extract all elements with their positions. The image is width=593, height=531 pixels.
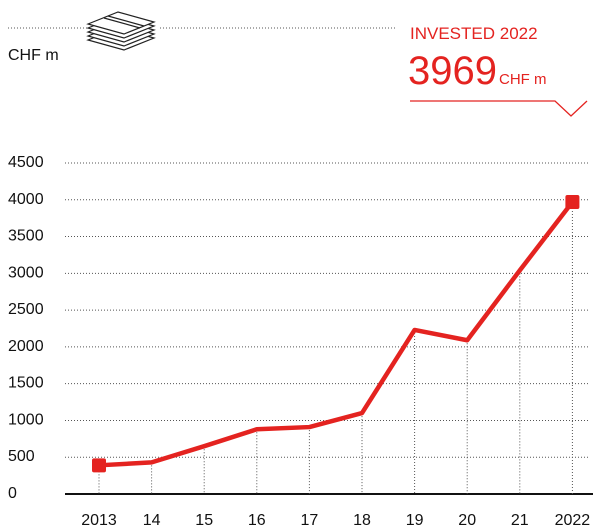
highlight-value: 3969: [408, 49, 497, 93]
x-tick-label: 14: [143, 512, 161, 529]
y-tick-label: 4000: [8, 191, 44, 208]
highlight-rule: [410, 100, 588, 117]
x-tick-label: 21: [511, 512, 529, 529]
x-tick-label: 15: [195, 512, 213, 529]
x-tick-label: 17: [301, 512, 319, 529]
x-tick-label: 18: [353, 512, 371, 529]
end-marker: [565, 195, 580, 210]
y-tick-label: 3500: [8, 228, 44, 245]
end-marker: [92, 458, 106, 473]
y-tick-label: 4500: [8, 154, 44, 171]
x-tick-label: 20: [458, 512, 476, 529]
y-tick-label: 1500: [8, 375, 44, 392]
y-tick-label: 1000: [8, 411, 44, 428]
highlight-unit: CHF m: [499, 71, 547, 88]
y-tick-label: 2500: [8, 301, 44, 318]
y-tick-label: 500: [8, 448, 35, 465]
y-tick-label: 3000: [8, 264, 44, 281]
y-tick-label: 2000: [8, 338, 44, 355]
money-icon: [86, 11, 156, 51]
y-tick-label: 0: [8, 485, 17, 502]
line: [98, 200, 575, 468]
annotation: INVESTED 2022: [410, 24, 538, 43]
unit-label: CHF m: [8, 47, 59, 64]
x-tick-label: 2013: [81, 512, 117, 529]
x-tick-label: 2022: [555, 512, 591, 529]
x-tick-label: 19: [406, 512, 424, 529]
x-tick-label: 16: [248, 512, 266, 529]
